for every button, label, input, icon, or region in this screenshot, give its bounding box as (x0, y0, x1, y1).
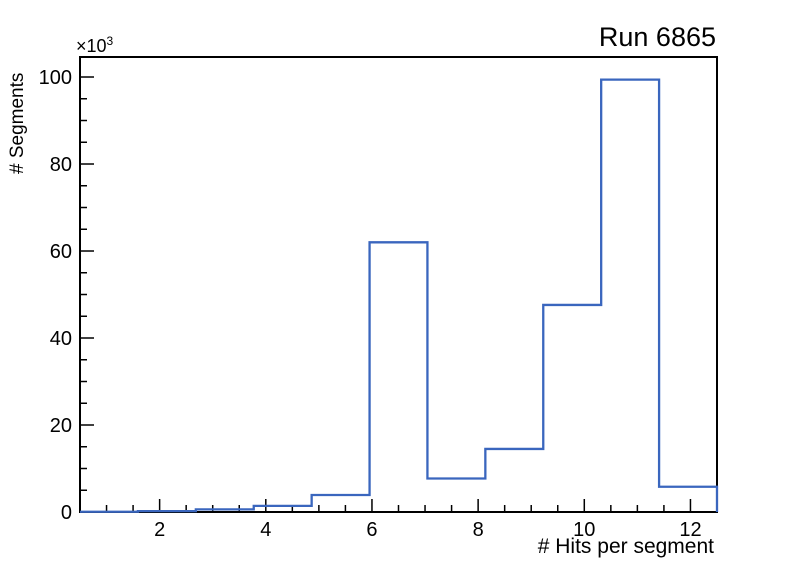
chart-title: Run 6865 (598, 22, 716, 52)
y-tick-label: 60 (50, 241, 72, 263)
histogram-line (80, 78, 719, 513)
y-tick-label: 40 (50, 328, 72, 350)
x-tick-label: 6 (366, 519, 377, 541)
y-tick-label: 20 (50, 415, 72, 437)
x-axis-title: # Hits per segment (537, 535, 714, 558)
y-tick-label: 80 (50, 154, 72, 176)
y-axis-exponent-power: 3 (106, 34, 114, 48)
y-axis-title: # Segments (7, 72, 28, 174)
y-tick-label: 100 (39, 67, 72, 89)
plot-frame (79, 56, 718, 513)
x-tick-label: 8 (473, 519, 484, 541)
x-tick-label: 10 (573, 519, 595, 541)
x-tick-label: 12 (679, 519, 701, 541)
y-tick-label: 0 (61, 502, 72, 524)
x-tick-label: 4 (260, 519, 271, 541)
y-axis-exponent-base: ×10 (76, 36, 107, 56)
x-tick-label: 2 (154, 519, 165, 541)
y-axis-exponent-label: ×103 (76, 32, 113, 55)
